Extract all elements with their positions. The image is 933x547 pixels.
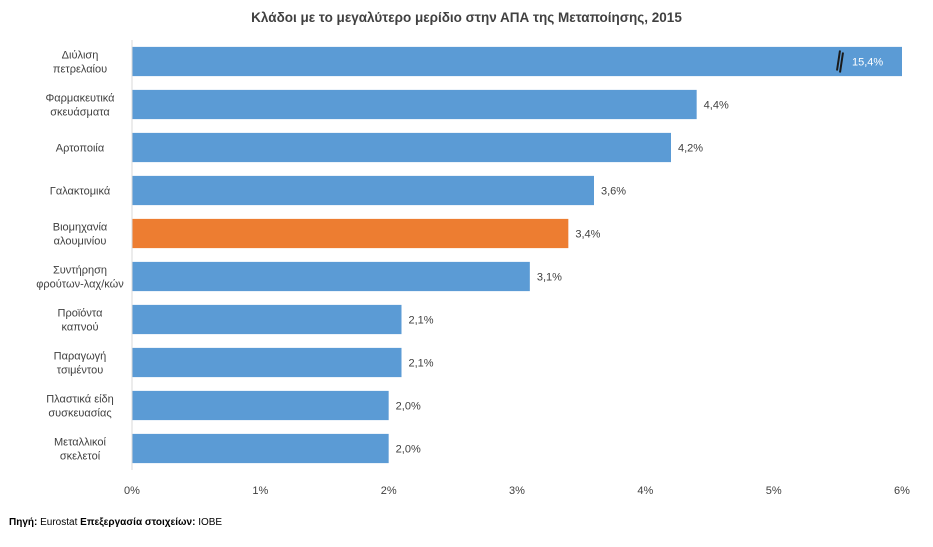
bar-2 xyxy=(132,89,697,120)
data-label-7: 2,1% xyxy=(409,315,434,327)
x-tick-label: 3% xyxy=(509,485,525,497)
bar-10 xyxy=(132,433,389,464)
category-label-3: Αρτοποιία xyxy=(56,143,105,155)
x-tick-label: 1% xyxy=(252,485,268,497)
axis-break-marker xyxy=(836,50,844,73)
data-label-3: 4,2% xyxy=(678,143,703,155)
x-tick-label: 0% xyxy=(124,485,140,497)
processing-label: Επεξεργασία στοιχείων: xyxy=(80,517,196,528)
data-label-2: 4,4% xyxy=(704,100,729,112)
category-label-10: Μεταλλικοί σκελετοί xyxy=(54,437,107,463)
bar-9 xyxy=(132,390,389,421)
category-label-1: Διύλιση πετρελαίου xyxy=(53,50,107,76)
bar-5 xyxy=(132,218,569,249)
x-tick-label: 2% xyxy=(381,485,397,497)
bar-8 xyxy=(132,347,402,378)
source-value: Eurostat xyxy=(40,517,78,528)
data-label-9: 2,0% xyxy=(396,401,421,413)
x-tick-label: 5% xyxy=(766,485,782,497)
bar-1 xyxy=(132,46,902,77)
x-tick-label: 4% xyxy=(637,485,653,497)
bar-6 xyxy=(132,261,530,292)
category-label-4: Γαλακτομικά xyxy=(50,186,111,198)
data-label-4: 3,6% xyxy=(601,186,626,198)
category-label-6: Συντήρηση φρούτων-λαχ/κών xyxy=(36,265,124,291)
chart-title: Κλάδοι με το μεγαλύτερο μερίδιο στην ΑΠΑ… xyxy=(251,10,682,25)
category-label-7: Προϊόντα καπνού xyxy=(58,308,104,334)
bar-4 xyxy=(132,175,594,206)
category-label-8: Παραγωγή τσιμέντου xyxy=(54,351,107,377)
bar-3 xyxy=(132,132,671,163)
category-label-2: Φαρμακευτικά σκευάσματα xyxy=(45,93,115,119)
data-label-1: 15,4% xyxy=(852,57,883,69)
bar-7 xyxy=(132,304,402,335)
source-note: Πηγή: Eurostat Επεξεργασία στοιχείων: ΙΟ… xyxy=(9,517,222,528)
category-label-9: Πλαστικά είδη συσκευασίας xyxy=(46,394,114,420)
data-label-8: 2,1% xyxy=(409,358,434,370)
data-label-5: 3,4% xyxy=(575,229,600,241)
source-label: Πηγή: xyxy=(9,517,38,528)
category-label-5: Βιομηχανία αλουμινίου xyxy=(53,222,108,248)
data-label-6: 3,1% xyxy=(537,272,562,284)
processing-value: ΙΟΒΕ xyxy=(198,517,223,528)
x-tick-label: 6% xyxy=(894,485,910,497)
data-label-10: 2,0% xyxy=(396,444,421,456)
